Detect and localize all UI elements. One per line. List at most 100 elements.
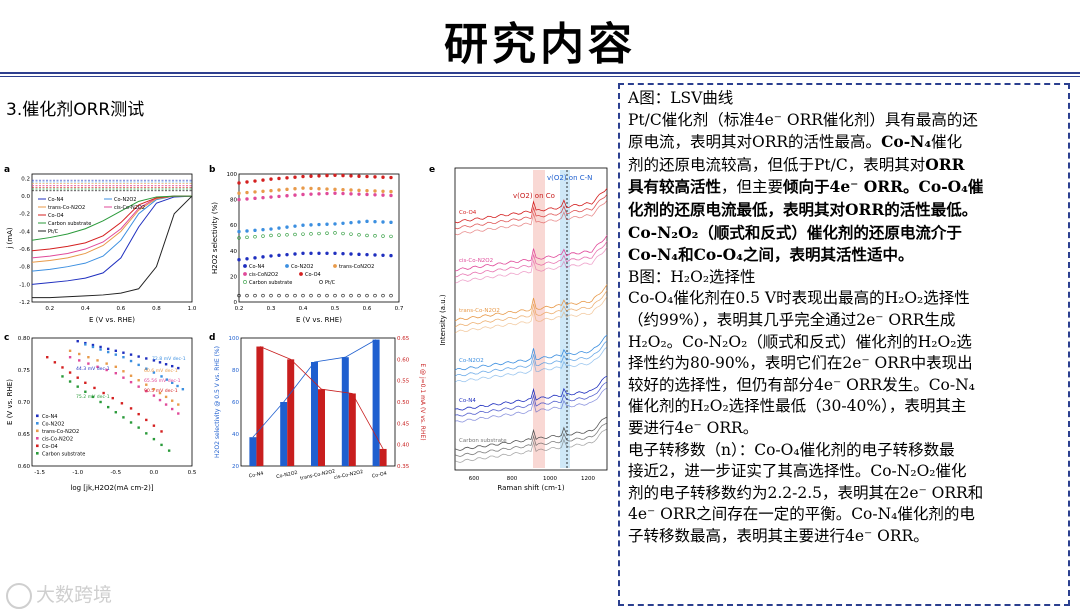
panel-c-legend-swatch: [36, 429, 39, 433]
panel-b-point: [381, 193, 385, 197]
panel-e-trace: [454, 194, 608, 230]
panel-e-trace: [454, 422, 608, 457]
panel-b-point: [349, 293, 353, 298]
panel-e-trace: [454, 235, 608, 272]
panel-b-point: [349, 188, 353, 192]
panel-c-legend-swatch: [36, 437, 39, 440]
panel-c-point: [167, 449, 171, 452]
panel-c-point: [129, 421, 133, 424]
panel-d-ylabel-left: H2O2 selectivity @ 0.5 V vs. RHE (%): [214, 346, 221, 458]
panel-c-point: [165, 378, 169, 381]
panel-c-point: [164, 363, 168, 366]
panel-b-point: [333, 191, 337, 195]
panel-d-ytick-right: 0.45: [397, 421, 410, 427]
panel-e-frame: [454, 167, 608, 471]
panel-b-legend-entry: Co-O4: [305, 272, 321, 278]
panel-b-point: [269, 188, 273, 193]
panel-c-point: [84, 381, 87, 384]
explanation-segment: Co-N₄: [881, 132, 932, 152]
panel-c-point: [145, 383, 148, 386]
figure-panels: a 0.20.0-0.2-0.4-0.6-0.8-1.0-1.2 0.2 0.4 0…: [4, 165, 608, 492]
watermark-text: 大数跨境: [36, 584, 113, 606]
panel-e-trace: [454, 247, 608, 284]
panel-d-category: trans-Co-N2O2: [300, 468, 336, 481]
panel-b-xtick: 0.4: [299, 306, 308, 312]
explanation-line: 要进行4e⁻ ORR。: [628, 418, 1064, 440]
panel-e-trace: [454, 387, 608, 423]
panel-a-legend-entry: Co-O4: [48, 213, 64, 219]
panel-b-point: [309, 174, 313, 178]
panel-c-point: [160, 443, 163, 447]
panel-a-xtick: 0.4: [81, 306, 90, 312]
explanation-line: 化剂的还原电流最低，表明其对ORR的活性最低。: [628, 199, 1064, 222]
panel-c-point: [99, 345, 102, 349]
panel-b-point: [285, 293, 289, 298]
panel-b-point: [389, 189, 393, 194]
panel-c-point: [160, 375, 163, 378]
panel-a-frame: [31, 173, 193, 303]
panel-c-point: [105, 368, 108, 372]
panel-c-point: [91, 395, 95, 399]
panel-c-point: [76, 376, 79, 379]
explanation-line: Co-O₄催化剂在0.5 V时表现出最高的H₂O₂选择性: [628, 288, 1064, 310]
panel-c-point: [99, 400, 102, 404]
panel-b-point: [389, 175, 393, 180]
panel-e-trace: [454, 346, 608, 383]
panel-a-ytick: 0.2: [21, 176, 30, 182]
panel-d-ylabel-right: E @ j=0.1 mA (V vs. RHE): [419, 363, 426, 440]
panel-b-point: [301, 232, 305, 236]
panel-a-curve: [32, 195, 193, 299]
panel-d-bar-selectivity: [280, 402, 288, 466]
panel-b-point: [277, 253, 281, 257]
panel-b-point: [389, 253, 393, 258]
panel-b-point: [325, 191, 329, 196]
panel-b-point: [261, 178, 265, 182]
panel-c-point: [122, 356, 125, 359]
explanation-segment: 催化剂的H₂O₂选择性最低（30-40%），表明其主: [628, 397, 967, 416]
panel-c-y-ticks: 0.80 0.75 0.70 0.65 0.60: [18, 336, 31, 470]
panel-b-point: [285, 252, 289, 257]
panel-b-point: [261, 255, 265, 259]
panel-c-point: [61, 366, 64, 369]
watermark: 大数跨境: [6, 580, 112, 609]
panel-b-ytick: 40: [230, 249, 237, 255]
explanation-line: 剂的电子转移数约为2.2-2.5，表明其在2e⁻ ORR和: [628, 483, 1064, 505]
panel-b-point: [341, 293, 345, 298]
panel-d-bar-potential: [379, 448, 387, 466]
panel-c-xtick: 0.5: [188, 470, 197, 476]
panel-b-xtick: 0.6: [363, 306, 372, 312]
panel-c-point: [129, 407, 133, 410]
panel-b-point: [301, 223, 305, 227]
panel-b-point: [333, 222, 337, 226]
panel-b-point: [325, 231, 329, 235]
panel-b-point: [285, 176, 289, 180]
panel-b-ytick: 80: [230, 198, 237, 204]
panel-c: c 0.80 0.75 0.70 0.65 0.60 -1.5 -1.0 -0.5 0.0 0.…: [4, 333, 197, 492]
panel-d-category: Co-N4: [248, 471, 264, 480]
panel-b-point: [325, 222, 329, 226]
panel-b-point: [261, 293, 265, 298]
panel-b-point: [253, 179, 257, 183]
panel-b-point: [237, 229, 241, 234]
explanation-line: Co-N₄和Co-O₄之间，表明其活性适中。: [628, 244, 1064, 267]
panel-b-point: [245, 229, 249, 233]
panel-c-point: [152, 359, 156, 362]
panel-c-point: [129, 374, 133, 377]
panel-b-point: [269, 227, 273, 231]
panel-c-legend-swatch: [36, 414, 39, 418]
explanation-segment: B图：H₂O₂选择性: [628, 267, 756, 286]
panel-c-point: [181, 388, 185, 391]
panel-b-xtick: 0.3: [267, 306, 276, 312]
panel-b-point: [373, 234, 377, 238]
panel-c-point: [102, 391, 105, 395]
panel-b-legend-swatch: [285, 264, 289, 268]
panel-e-trace: [454, 334, 608, 371]
panel-d-category: cis-Co-N2O2: [333, 469, 363, 481]
panel-c-xtick: -1.5: [34, 470, 45, 476]
panel-b-point: [333, 173, 337, 177]
panel-e-traces: Co-O4 cis-Co-N2O2 trans-Co-N2O2 Co-N2O2 Co-N…: [454, 188, 608, 463]
panel-b-point: [357, 252, 361, 257]
panel-c-point: [114, 372, 118, 375]
panel-e-trace: [454, 296, 608, 334]
panel-b-point: [253, 196, 257, 201]
